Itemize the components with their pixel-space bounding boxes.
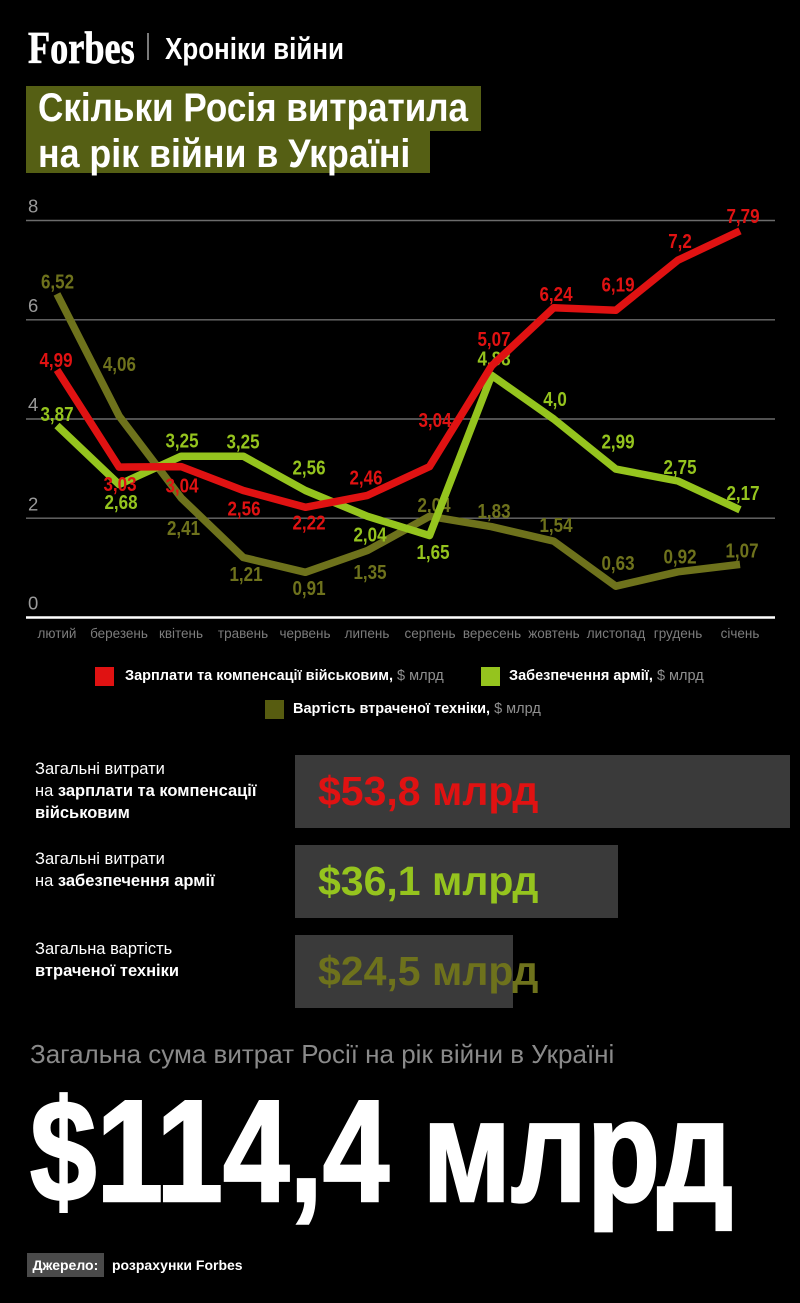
svg-text:3,04: 3,04 bbox=[418, 410, 452, 432]
svg-text:3,87: 3,87 bbox=[40, 404, 73, 426]
svg-text:6,52: 6,52 bbox=[41, 272, 74, 294]
svg-text:2,22: 2,22 bbox=[292, 513, 325, 535]
svg-text:8: 8 bbox=[28, 196, 38, 217]
svg-text:березень: березень bbox=[90, 626, 148, 641]
svg-text:3,25: 3,25 bbox=[226, 432, 259, 454]
svg-text:вересень: вересень bbox=[463, 626, 521, 641]
svg-text:1,54: 1,54 bbox=[539, 515, 573, 537]
svg-text:0,63: 0,63 bbox=[601, 553, 634, 575]
svg-text:1,65: 1,65 bbox=[416, 542, 449, 564]
svg-text:4: 4 bbox=[28, 394, 38, 415]
svg-text:квітень: квітень bbox=[159, 626, 203, 641]
svg-text:2: 2 bbox=[28, 493, 38, 514]
svg-text:0,92: 0,92 bbox=[663, 547, 696, 569]
svg-text:1,07: 1,07 bbox=[725, 541, 758, 563]
svg-text:3,03: 3,03 bbox=[103, 474, 136, 496]
svg-text:6: 6 bbox=[28, 295, 38, 316]
svg-text:січень: січень bbox=[721, 626, 760, 641]
svg-text:серпень: серпень bbox=[404, 626, 455, 641]
svg-text:2,99: 2,99 bbox=[601, 432, 634, 454]
svg-text:2,41: 2,41 bbox=[167, 518, 200, 540]
svg-text:2,56: 2,56 bbox=[292, 458, 325, 480]
svg-text:2,56: 2,56 bbox=[227, 499, 260, 521]
svg-text:2,04: 2,04 bbox=[353, 525, 387, 547]
svg-text:0,91: 0,91 bbox=[292, 578, 325, 600]
svg-text:лютий: лютий bbox=[38, 626, 77, 641]
svg-text:жовтень: жовтень bbox=[528, 626, 579, 641]
svg-text:2,46: 2,46 bbox=[349, 468, 382, 490]
svg-text:0: 0 bbox=[28, 593, 38, 614]
svg-text:липень: липень bbox=[345, 626, 390, 641]
svg-text:6,19: 6,19 bbox=[601, 275, 634, 297]
svg-text:4,99: 4,99 bbox=[39, 350, 72, 372]
svg-text:5,07: 5,07 bbox=[477, 329, 510, 351]
svg-text:1,21: 1,21 bbox=[229, 564, 262, 586]
svg-text:6,24: 6,24 bbox=[539, 284, 573, 306]
svg-text:травень: травень bbox=[218, 626, 268, 641]
svg-text:2,75: 2,75 bbox=[663, 457, 696, 479]
svg-text:4,06: 4,06 bbox=[103, 354, 136, 376]
svg-text:1,35: 1,35 bbox=[353, 562, 386, 584]
svg-text:1,83: 1,83 bbox=[477, 501, 510, 523]
svg-text:червень: червень bbox=[279, 626, 330, 641]
svg-text:7,79: 7,79 bbox=[726, 206, 759, 228]
svg-text:листопад: листопад bbox=[587, 626, 646, 641]
svg-text:2,68: 2,68 bbox=[104, 492, 137, 514]
svg-text:3,25: 3,25 bbox=[165, 431, 198, 453]
svg-text:4,0: 4,0 bbox=[543, 389, 567, 411]
svg-text:2,17: 2,17 bbox=[726, 483, 759, 505]
svg-text:грудень: грудень bbox=[654, 626, 702, 641]
svg-text:3,04: 3,04 bbox=[165, 476, 199, 498]
svg-text:7,2: 7,2 bbox=[668, 231, 692, 253]
